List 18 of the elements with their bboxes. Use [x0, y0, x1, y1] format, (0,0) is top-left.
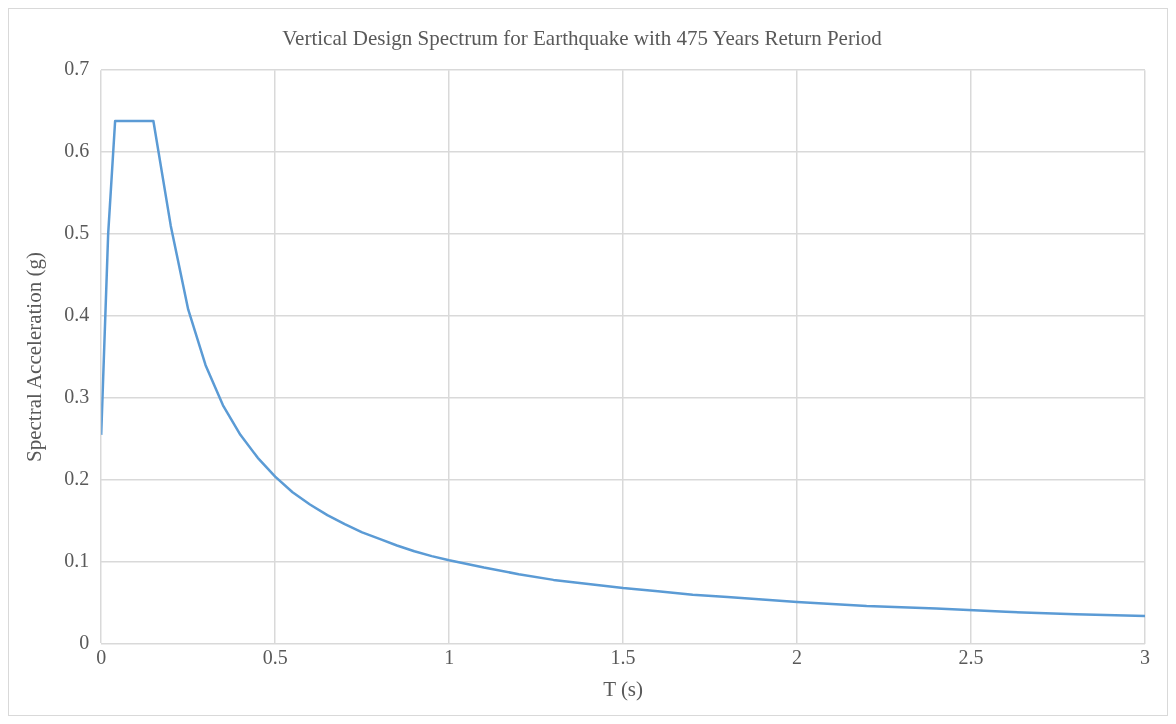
y-tick-label: 0 — [79, 631, 90, 654]
x-tick-label: 0 — [96, 646, 107, 669]
x-tick-label: 1.5 — [610, 646, 636, 669]
x-tick-label: 2 — [792, 646, 803, 669]
y-tick-label: 0.5 — [64, 221, 90, 244]
y-tick-label: 0.6 — [64, 139, 90, 162]
y-tick-label: 0.7 — [64, 57, 90, 80]
y-tick-label: 0.3 — [64, 385, 90, 408]
x-tick-label: 3 — [1140, 646, 1150, 669]
x-axis-title: T (s) — [603, 676, 644, 701]
y-tick-label: 0.2 — [64, 467, 90, 490]
chart-title: Vertical Design Spectrum for Earthquake with 475 Years Return Period — [282, 26, 883, 51]
y-axis-title: Spectral Acceleration (g) — [22, 252, 47, 462]
y-tick-label: 0.1 — [64, 549, 90, 572]
x-tick-label: 0.5 — [262, 646, 288, 669]
x-tick-label: 1 — [444, 646, 455, 669]
x-tick-label: 2.5 — [958, 646, 984, 669]
y-tick-label: 0.4 — [64, 303, 90, 326]
